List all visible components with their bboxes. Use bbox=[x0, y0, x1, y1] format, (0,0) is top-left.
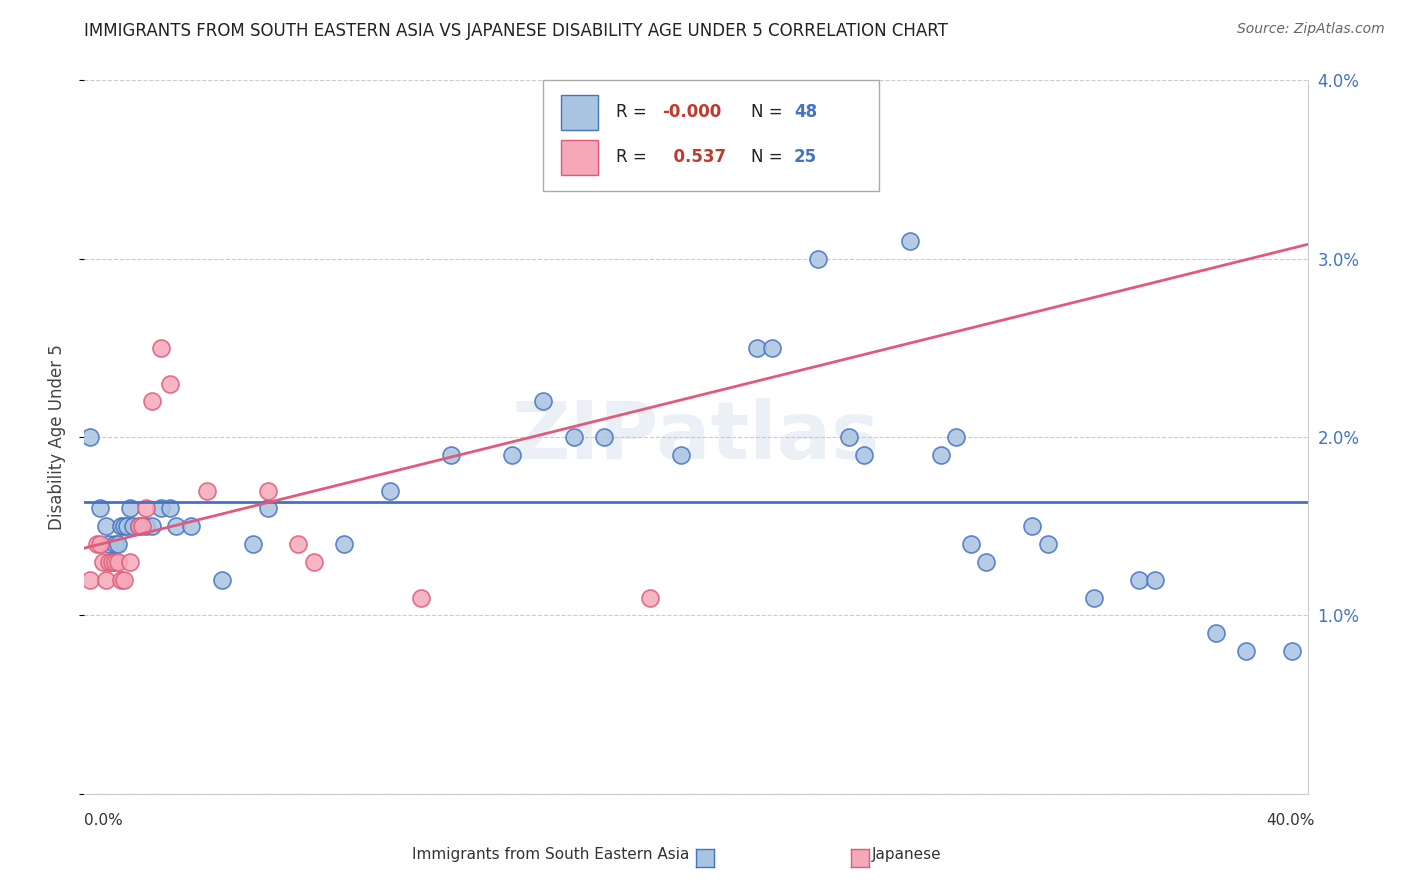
Point bbox=[747, 341, 769, 355]
Point bbox=[638, 591, 661, 605]
Point bbox=[838, 430, 860, 444]
Point bbox=[242, 537, 264, 551]
Point bbox=[128, 519, 150, 533]
Point bbox=[976, 555, 998, 569]
Point bbox=[120, 555, 142, 569]
Point bbox=[94, 573, 117, 587]
Point bbox=[115, 519, 138, 533]
Point bbox=[86, 537, 108, 551]
Text: N =: N = bbox=[751, 103, 787, 121]
Point bbox=[838, 162, 860, 177]
Point bbox=[149, 501, 172, 516]
Point bbox=[112, 519, 135, 533]
Point bbox=[135, 501, 157, 516]
Point bbox=[409, 591, 432, 605]
Point bbox=[104, 537, 127, 551]
Point bbox=[79, 430, 101, 444]
Point bbox=[89, 501, 111, 516]
Text: R =: R = bbox=[616, 148, 652, 166]
Text: 48: 48 bbox=[794, 103, 817, 121]
Point bbox=[112, 573, 135, 587]
Point bbox=[945, 430, 967, 444]
Bar bbox=[561, 139, 598, 175]
Point bbox=[562, 430, 585, 444]
Point bbox=[101, 555, 124, 569]
Point bbox=[141, 519, 163, 533]
Text: R =: R = bbox=[616, 103, 652, 121]
Point bbox=[1205, 626, 1227, 640]
Text: 25: 25 bbox=[794, 148, 817, 166]
Point bbox=[149, 341, 172, 355]
Point bbox=[960, 537, 983, 551]
Text: IMMIGRANTS FROM SOUTH EASTERN ASIA VS JAPANESE DISABILITY AGE UNDER 5 CORRELATIO: IMMIGRANTS FROM SOUTH EASTERN ASIA VS JA… bbox=[84, 22, 948, 40]
Point bbox=[302, 555, 325, 569]
Text: ZIPatlas: ZIPatlas bbox=[512, 398, 880, 476]
Y-axis label: Disability Age Under 5: Disability Age Under 5 bbox=[48, 344, 66, 530]
Bar bbox=[561, 95, 598, 130]
Point bbox=[107, 537, 129, 551]
Point bbox=[135, 519, 157, 533]
Point bbox=[1036, 537, 1059, 551]
Point bbox=[180, 519, 202, 533]
Point bbox=[929, 448, 952, 462]
Point bbox=[211, 573, 233, 587]
Point bbox=[853, 448, 876, 462]
Point bbox=[91, 555, 114, 569]
Point bbox=[122, 519, 145, 533]
Point bbox=[761, 341, 783, 355]
Text: -0.000: -0.000 bbox=[662, 103, 721, 121]
Point bbox=[89, 537, 111, 551]
Point bbox=[1143, 573, 1166, 587]
Point bbox=[107, 555, 129, 569]
Point bbox=[257, 501, 280, 516]
Text: Source: ZipAtlas.com: Source: ZipAtlas.com bbox=[1237, 22, 1385, 37]
Point bbox=[104, 555, 127, 569]
Point bbox=[97, 555, 120, 569]
Point bbox=[195, 483, 218, 498]
Point bbox=[593, 430, 616, 444]
Point bbox=[531, 394, 554, 409]
Text: 0.537: 0.537 bbox=[662, 148, 725, 166]
Point bbox=[333, 537, 356, 551]
Point bbox=[128, 519, 150, 533]
Point bbox=[257, 483, 280, 498]
Point bbox=[159, 501, 181, 516]
Point bbox=[380, 483, 402, 498]
Point bbox=[94, 519, 117, 533]
Text: N =: N = bbox=[751, 148, 787, 166]
Text: 40.0%: 40.0% bbox=[1267, 814, 1315, 828]
Point bbox=[1236, 644, 1258, 658]
Point bbox=[120, 501, 142, 516]
Point bbox=[1021, 519, 1043, 533]
Point bbox=[1128, 573, 1150, 587]
Point bbox=[807, 252, 830, 266]
Point bbox=[502, 448, 524, 462]
Point bbox=[131, 519, 153, 533]
Point bbox=[1083, 591, 1105, 605]
Point bbox=[110, 573, 132, 587]
Point bbox=[159, 376, 181, 391]
Point bbox=[1281, 644, 1303, 658]
Point bbox=[97, 537, 120, 551]
Point bbox=[101, 555, 124, 569]
Point bbox=[141, 394, 163, 409]
Point bbox=[165, 519, 187, 533]
Text: 0.0%: 0.0% bbox=[84, 814, 124, 828]
Point bbox=[898, 234, 921, 248]
Point bbox=[440, 448, 463, 462]
FancyBboxPatch shape bbox=[543, 80, 880, 191]
Text: Immigrants from South Eastern Asia: Immigrants from South Eastern Asia bbox=[412, 847, 689, 862]
Point bbox=[110, 519, 132, 533]
Point bbox=[79, 573, 101, 587]
Point bbox=[287, 537, 309, 551]
Point bbox=[669, 448, 692, 462]
Text: Japanese: Japanese bbox=[872, 847, 942, 862]
